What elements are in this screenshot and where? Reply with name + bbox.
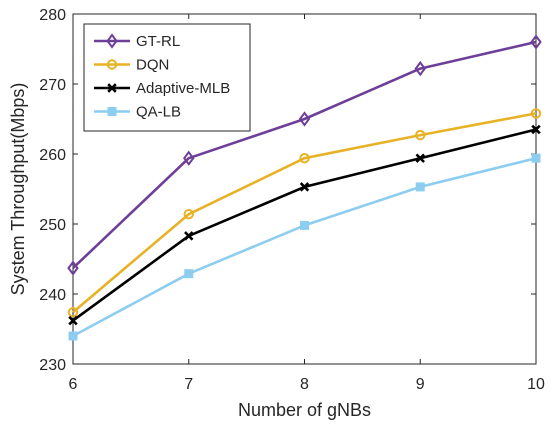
data-point-qa-lb — [300, 220, 309, 230]
legend-label: QA-LB — [136, 104, 181, 121]
series-layer — [67, 34, 542, 341]
y-tick-label: 260 — [39, 147, 66, 164]
data-point-adaptive-mlb — [68, 315, 78, 326]
x-tick-label: 9 — [416, 376, 425, 393]
x-tick-label: 7 — [184, 376, 193, 393]
y-axis-label: System Throughput(Mbps) — [8, 83, 28, 296]
data-point-qa-lb — [415, 182, 425, 192]
legend-label: GT-RL — [136, 33, 180, 50]
series-dqn — [67, 108, 542, 318]
y-tick-label: 270 — [39, 77, 66, 94]
data-point-qa-lb — [184, 269, 194, 279]
legend-marker — [107, 107, 117, 116]
series-line-gt-rl — [72, 40, 537, 270]
data-point-adaptive-mlb — [531, 124, 541, 135]
data-point-dqn — [299, 153, 310, 164]
legend-marker — [107, 83, 117, 93]
data-point-gt-rl — [67, 260, 79, 276]
series-line-qa-lb — [72, 156, 537, 338]
x-tick-label: 6 — [69, 376, 78, 393]
series-qa-lb — [68, 153, 541, 341]
data-point-dqn — [67, 307, 79, 318]
legend: GT-RL DQN Adaptive-MLB QA-LB — [83, 23, 251, 132]
data-point-dqn — [530, 108, 542, 119]
y-tick-label: 240 — [39, 287, 66, 304]
data-point-dqn — [183, 209, 194, 220]
x-tick-label: 10 — [527, 376, 545, 393]
y-tick-label: 280 — [39, 7, 66, 24]
data-point-qa-lb — [531, 153, 541, 163]
data-point-gt-rl — [414, 60, 426, 77]
y-axis-ticks: 230 240 250 260 270 280 — [39, 7, 536, 374]
series-gt-rl — [67, 34, 542, 276]
data-point-adaptive-mlb — [415, 153, 425, 163]
y-tick-label: 250 — [39, 217, 66, 234]
data-point-gt-rl — [183, 150, 195, 166]
legend-label: DQN — [136, 57, 169, 74]
x-axis-label: Number of gNBs — [238, 400, 371, 420]
data-point-dqn — [415, 129, 426, 141]
y-tick-label: 230 — [39, 357, 66, 374]
x-axis-ticks: 6 7 8 9 10 — [69, 14, 545, 393]
data-point-adaptive-mlb — [184, 231, 194, 241]
data-point-gt-rl — [530, 34, 542, 50]
data-point-gt-rl — [298, 111, 311, 127]
data-point-qa-lb — [68, 331, 78, 341]
series-line-dqn — [72, 112, 537, 314]
legend-marker — [106, 33, 118, 49]
legend-marker — [106, 59, 118, 70]
series-adaptive-mlb — [68, 124, 541, 326]
data-point-adaptive-mlb — [299, 182, 310, 192]
legend-label: Adaptive-MLB — [136, 80, 230, 97]
x-tick-label: 8 — [300, 376, 309, 393]
